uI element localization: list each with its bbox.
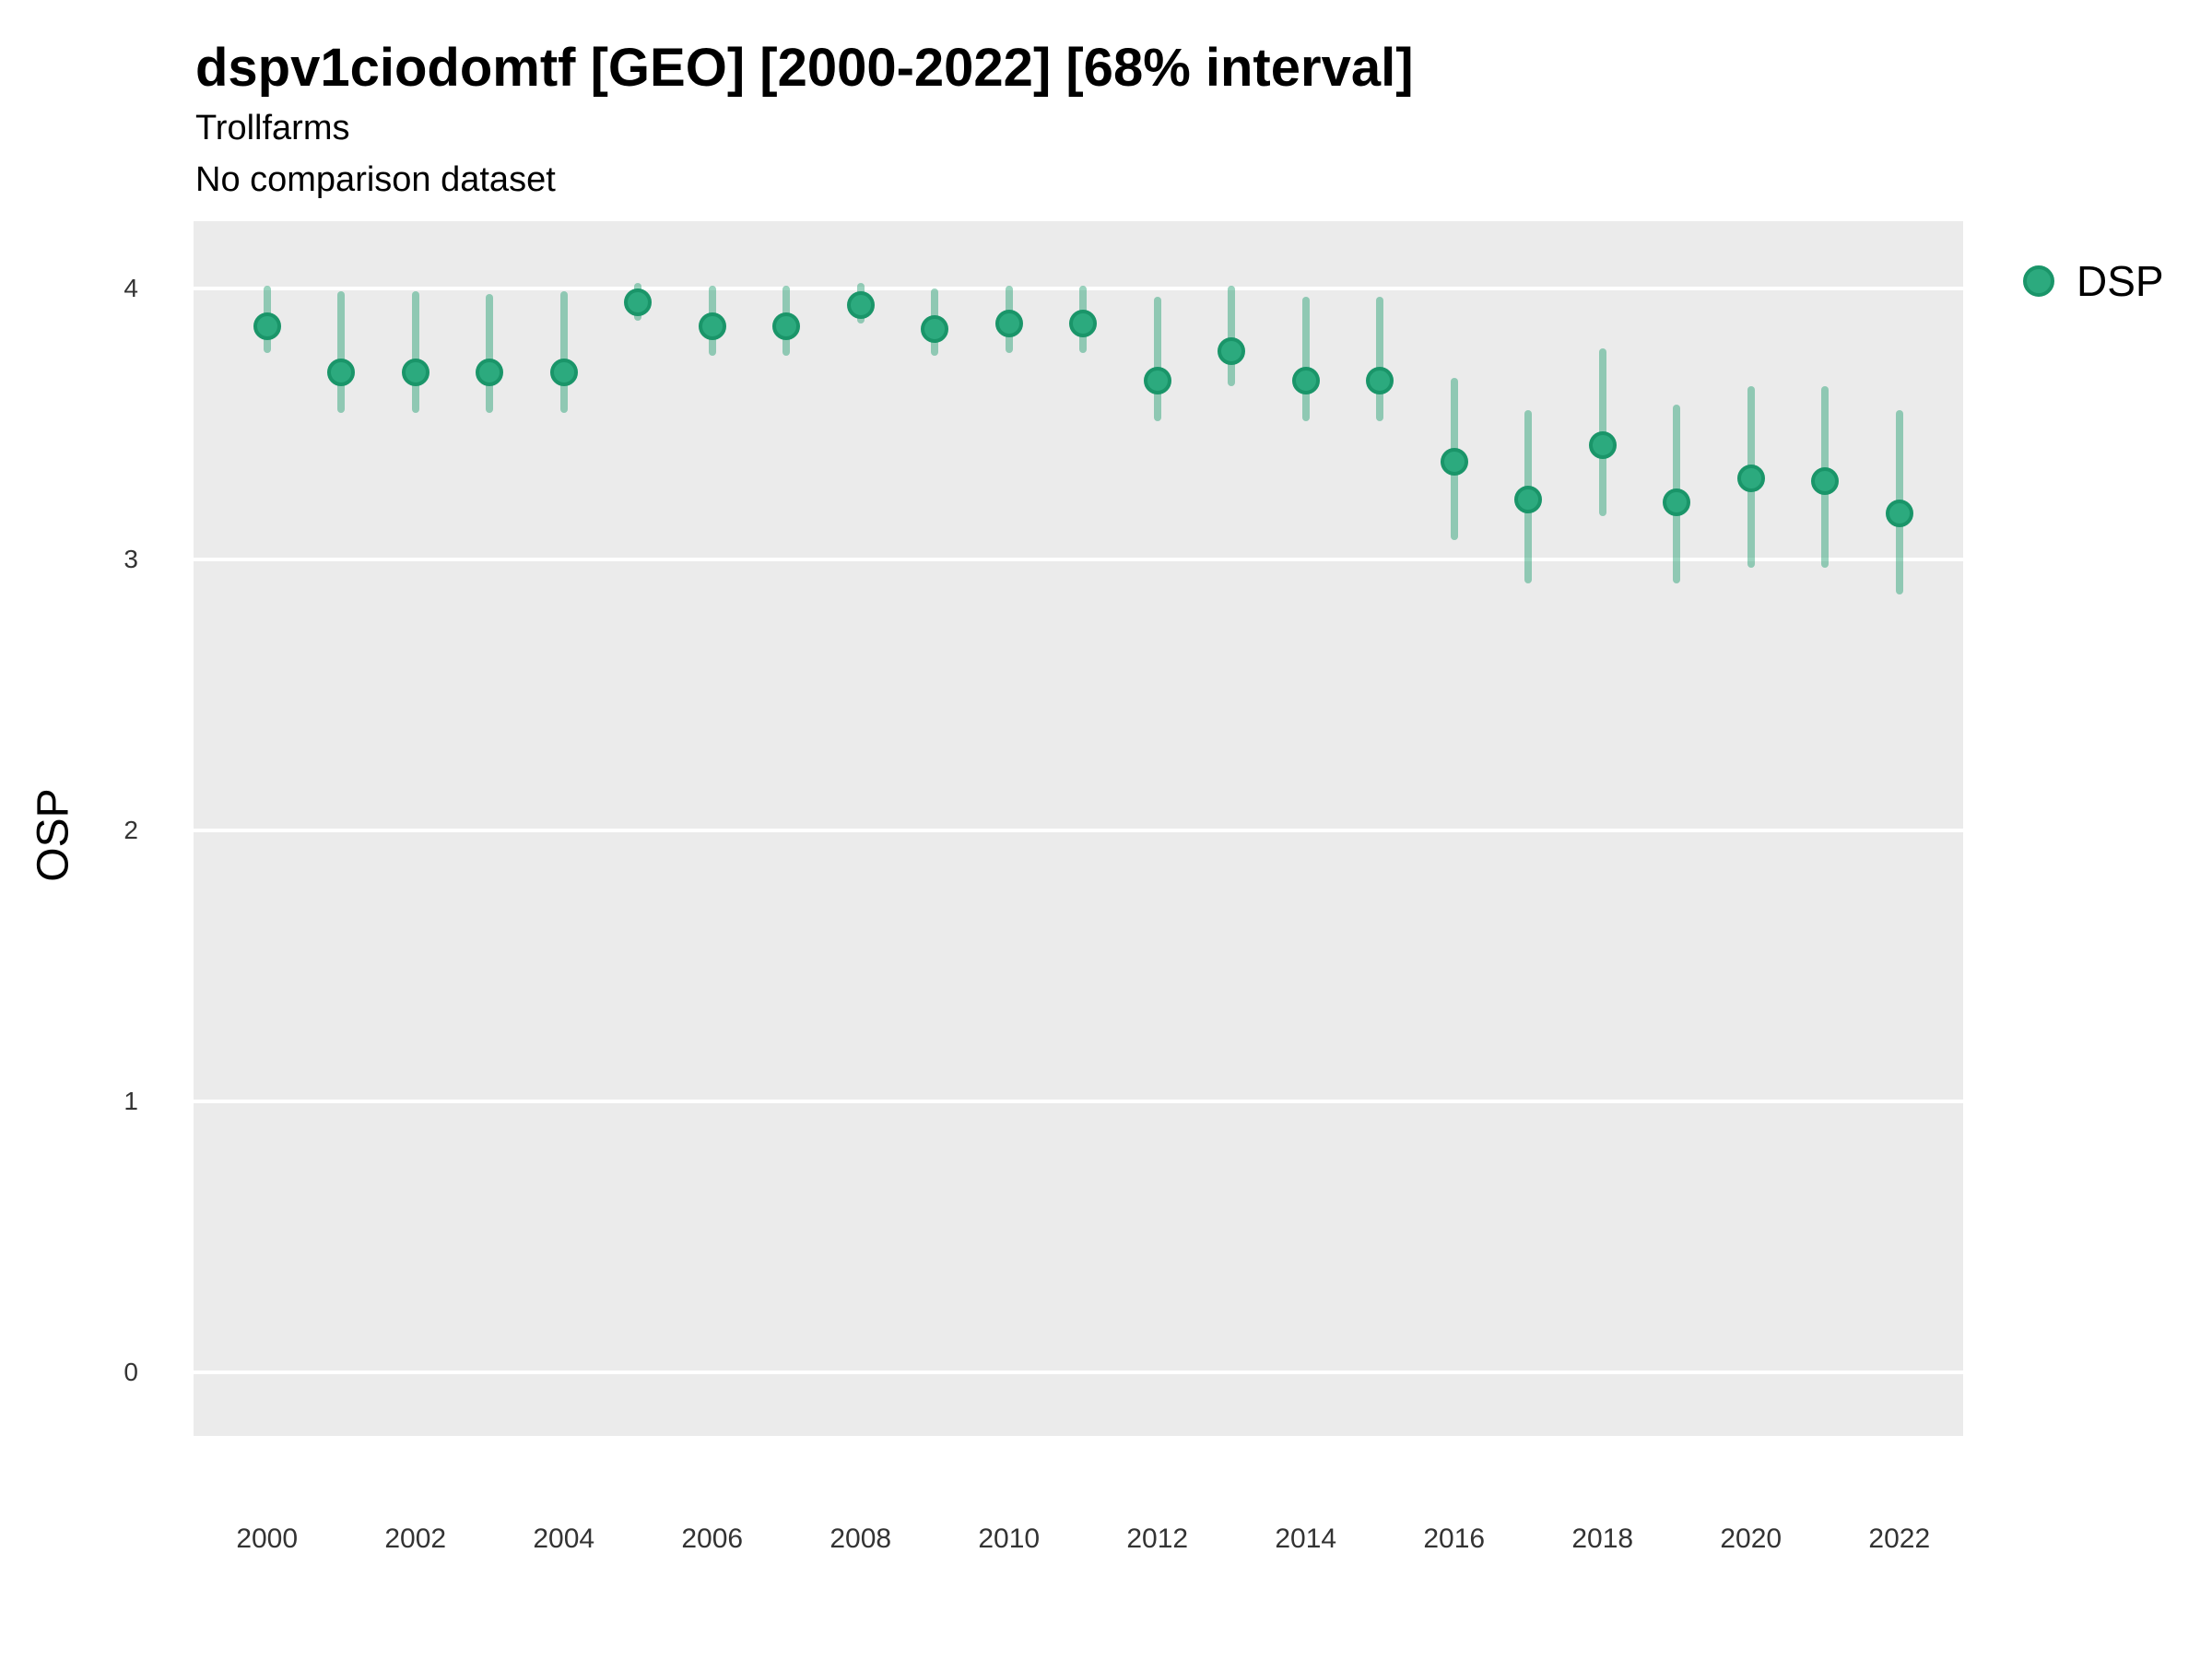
chart-note: No comparison dataset [195,160,556,199]
data-point-2000 [253,312,281,341]
data-point-2001 [327,359,356,387]
y-tick-2: 2 [124,815,138,844]
gridline-y-2 [194,828,1963,832]
x-tick-2004: 2004 [533,1524,595,1554]
x-tick-2018: 2018 [1571,1524,1634,1554]
x-tick-2002: 2002 [384,1524,447,1554]
x-tick-2014: 2014 [1275,1524,1337,1554]
x-tick-2012: 2012 [1126,1524,1189,1554]
x-tick-2022: 2022 [1868,1524,1931,1554]
data-point-2018 [1588,431,1617,460]
x-tick-2020: 2020 [1720,1524,1783,1554]
y-tick-3: 3 [124,544,138,573]
interval-bar-2003 [486,293,494,414]
gridline-y-3 [194,557,1963,561]
data-point-2008 [846,290,875,319]
data-point-2017 [1514,486,1543,514]
gridline-y-0 [194,1370,1963,1374]
y-tick-0: 0 [124,1357,138,1386]
data-point-2005 [624,288,653,316]
chart-title: dspv1ciodomtf [GEO] [2000-2022] [68% int… [195,38,1414,98]
x-tick-2008: 2008 [830,1524,892,1554]
gridline-y-4 [194,286,1963,290]
interval-bar-2012 [1153,296,1161,421]
data-point-2019 [1663,488,1691,517]
data-point-2015 [1366,366,1394,394]
gridline-y-1 [194,1099,1963,1103]
data-point-2016 [1440,448,1468,477]
data-point-2006 [698,312,726,341]
data-point-2020 [1736,464,1765,492]
legend-label-dsp: DSP [2077,257,2164,305]
data-point-2014 [1291,366,1320,394]
legend: DSP [2023,256,2164,306]
x-tick-2000: 2000 [236,1524,299,1554]
y-tick-1: 1 [124,1086,138,1115]
data-point-2013 [1218,336,1246,365]
x-tick-2016: 2016 [1423,1524,1486,1554]
interval-bar-2014 [1301,296,1310,421]
data-point-2003 [476,359,504,387]
interval-bar-2001 [337,290,346,414]
chart-subtitle: Trollfarms [195,109,350,147]
interval-bar-2004 [559,290,568,414]
interval-bar-2013 [1228,285,1236,386]
interval-bar-2002 [411,290,419,414]
x-tick-2010: 2010 [978,1524,1041,1554]
legend-marker-dsp [2023,265,2054,297]
data-point-2002 [401,359,429,387]
data-point-2012 [1143,366,1171,394]
y-tick-4: 4 [124,273,138,302]
data-point-2010 [994,310,1023,338]
plot-area [194,221,1963,1436]
x-tick-2006: 2006 [681,1524,744,1554]
interval-bar-2015 [1376,296,1384,421]
data-point-2022 [1885,499,1913,527]
data-point-2021 [1811,466,1840,495]
data-point-2004 [549,359,578,387]
data-point-2007 [772,312,801,341]
data-point-2009 [921,315,949,343]
data-point-2011 [1069,310,1098,338]
